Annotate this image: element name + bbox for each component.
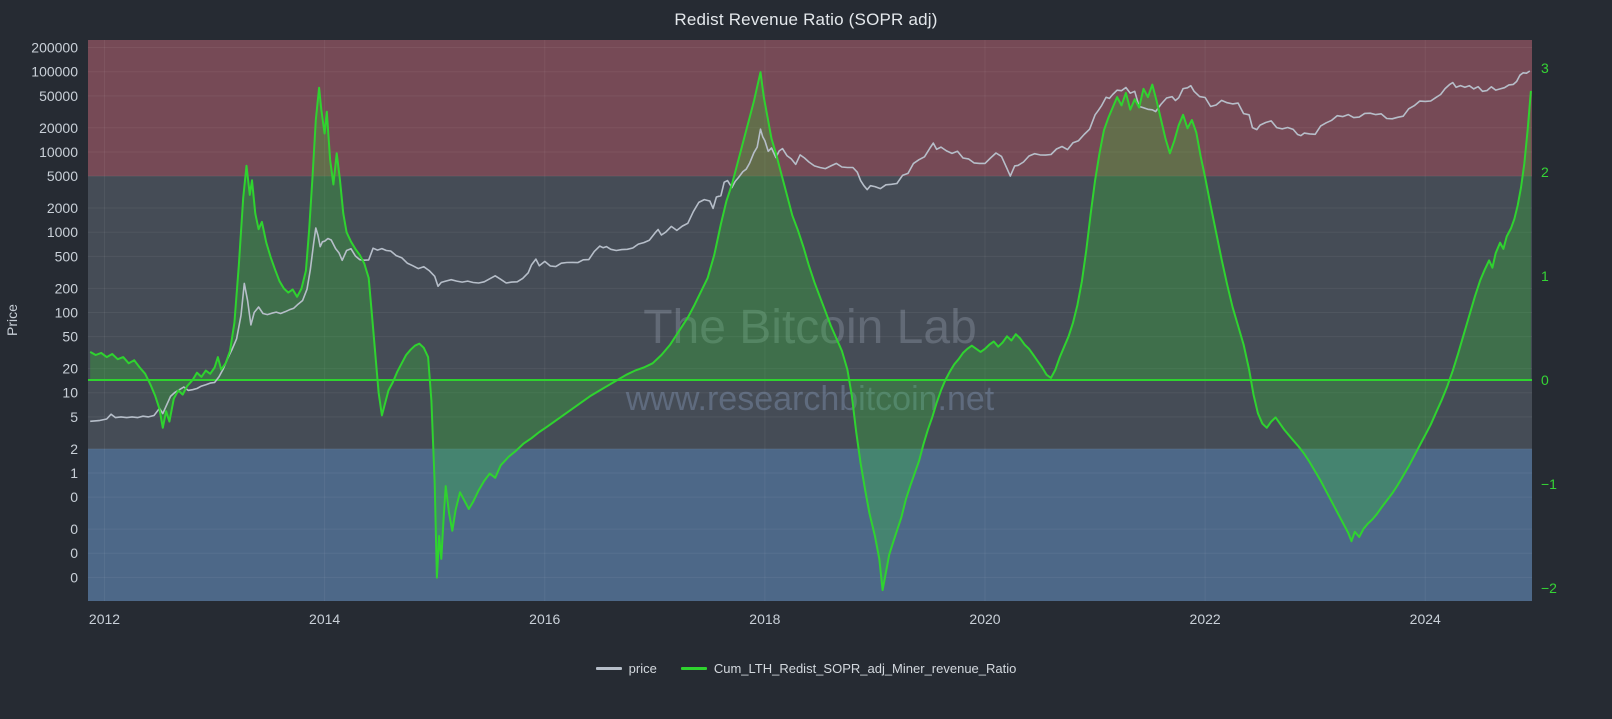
right-axis-tick-label: 1	[1541, 268, 1549, 284]
chart-title: Redist Revenue Ratio (SOPR adj)	[674, 10, 938, 29]
left-axis-tick-label: 10	[62, 385, 78, 401]
left-axis-tick-label: 20000	[39, 120, 78, 136]
x-axis-tick-label: 2020	[969, 611, 1000, 627]
band-lower-blue-zone	[88, 448, 1532, 601]
left-axis-tick-label: 100	[55, 304, 79, 320]
right-axis-tick-label: 0	[1541, 372, 1549, 388]
left-axis-tick-label: 50000	[39, 88, 78, 104]
price-line	[90, 70, 1531, 423]
band-upper-red-zone	[88, 40, 1532, 177]
left-axis-tick-label: 1000	[47, 224, 78, 240]
right-axis-tick-label: −2	[1541, 580, 1557, 596]
left-axis-tick-label: 0	[70, 545, 78, 561]
x-axis-tick-label: 2016	[529, 611, 560, 627]
price-line-swatch	[595, 667, 622, 670]
ratio-area-fill	[90, 72, 1531, 591]
legend: price Cum_LTH_Redist_SOPR_adj_Miner_reve…	[0, 661, 1612, 676]
left-axis-tick-label: 1	[70, 465, 78, 481]
left-axis-tick-label: 100000	[31, 64, 78, 80]
x-axis-tick-label: 2018	[749, 611, 780, 627]
x-axis-tick-label: 2024	[1410, 611, 1441, 627]
left-axis-tick-label: 0	[70, 521, 78, 537]
left-axis-tick-label: 5	[70, 409, 78, 425]
ratio-line-swatch	[680, 667, 707, 670]
x-axis-tick-label: 2014	[309, 611, 340, 627]
right-axis-tick-label: 2	[1541, 164, 1549, 180]
x-axis-tick-label: 2012	[89, 611, 120, 627]
legend-item-price[interactable]: price	[595, 661, 657, 676]
watermark-brand: The Bitcoin Lab	[643, 301, 977, 354]
left-axis-tick-label: 2	[70, 441, 78, 457]
left-axis-tick-label: 0	[70, 489, 78, 505]
left-axis-tick-label: 2000	[47, 200, 78, 216]
left-axis-tick-label: 200000	[31, 40, 78, 56]
left-axis-tick-label: 20	[62, 361, 78, 377]
left-axis-tick-label: 5000	[47, 168, 78, 184]
left-axis-tick-label: 10000	[39, 144, 78, 160]
left-axis-tick-label: 200	[55, 280, 79, 296]
right-axis-tick-label: 3	[1541, 60, 1549, 76]
legend-label-ratio: Cum_LTH_Redist_SOPR_adj_Miner_revenue_Ra…	[713, 661, 1017, 676]
legend-item-ratio[interactable]: Cum_LTH_Redist_SOPR_adj_Miner_revenue_Ra…	[680, 661, 1017, 676]
left-axis-tick-label: 500	[55, 248, 79, 264]
left-axis-tick-label: 50	[62, 329, 78, 345]
right-axis-tick-label: −1	[1541, 476, 1557, 492]
left-axis-tick-label: 0	[70, 569, 78, 585]
x-axis-tick-label: 2022	[1190, 611, 1221, 627]
legend-label-price: price	[628, 661, 657, 676]
ratio-line	[89, 71, 1532, 592]
